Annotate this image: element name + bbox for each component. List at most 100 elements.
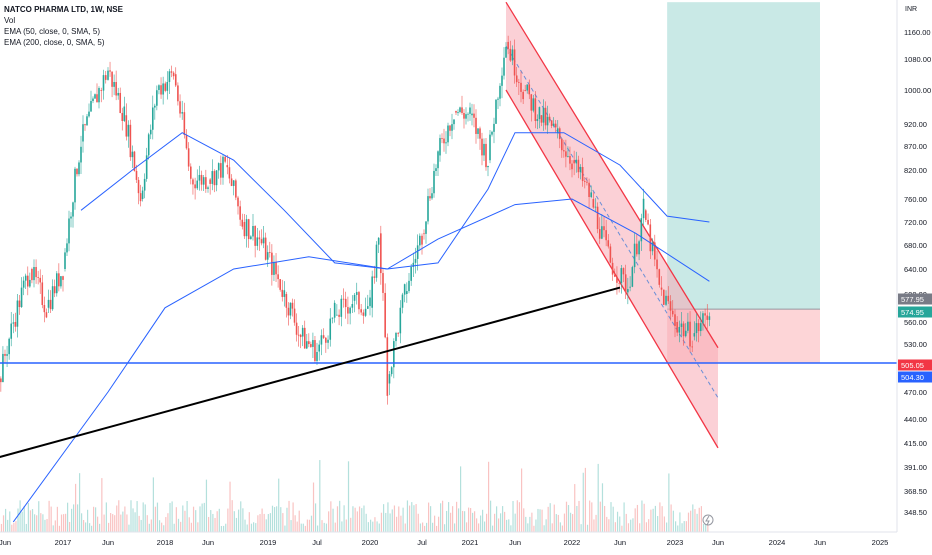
target-zone[interactable] [667,2,820,310]
candle-body [687,321,689,331]
ema50-legend[interactable]: EMA (50, close, 0, SMA, 5) [4,27,101,36]
candle-body [224,156,226,162]
candle-body [174,74,177,86]
lightning-icon[interactable] [702,514,714,526]
channel-median-line[interactable] [505,45,719,399]
candle-body [60,276,62,287]
candle-body [37,277,39,278]
volume-bar [225,523,227,532]
volume-bar [197,522,199,532]
volume-bar [535,519,537,532]
y-tick-label: 920.00 [904,120,927,129]
candle-body [90,101,92,112]
x-tick-label: 2022 [564,538,581,547]
candle-body [314,340,316,361]
volume-bar [128,524,130,532]
volume-bar [271,505,274,532]
volume-bar [630,519,632,532]
x-tick-label: 2021 [462,538,479,547]
volume-bar [417,513,419,532]
candle-body [493,123,495,132]
volume-bar [413,505,415,532]
candle-body [412,262,415,267]
x-tick-label: Jun [0,538,11,547]
candle-body [123,106,126,121]
volume-bar [436,525,438,532]
candle-body [561,139,563,151]
volume-bar [510,525,512,532]
candle-body [104,75,107,80]
volume-bar [294,515,296,532]
candle-body [642,198,645,219]
candle-body [331,317,334,319]
volume-bar [2,515,5,532]
volume-bar [474,511,476,532]
volume-bar [531,512,533,532]
volume-bar [319,460,321,532]
volume-bar [597,463,599,532]
candle-body [320,335,323,345]
candle-body [410,266,412,281]
volume-bar [482,509,484,532]
candle-body [271,252,273,275]
volume-bar [290,520,292,532]
candle-body [53,286,56,294]
candle-body [369,297,371,307]
symbol-title[interactable]: NATCO PHARMA LTD, 1W, NSE [4,5,123,14]
volume-bar [314,503,317,532]
volume-bar [203,502,205,532]
candle-body [457,112,459,113]
candle-body [622,268,625,275]
trendline[interactable] [0,286,621,458]
candle-body [107,70,109,80]
ema200-line[interactable] [12,198,710,523]
candle-body [172,72,175,77]
candle-body [68,218,70,244]
volume-bar [506,519,508,532]
candle-body [243,222,246,237]
volume-bar [54,520,56,532]
volume-legend[interactable]: Vol [4,16,16,25]
candle-body [166,81,169,91]
volume-bar [334,522,336,532]
candle-body [406,291,408,294]
volume-bar [231,500,233,532]
candle-body [113,82,115,87]
candle-body [577,159,580,173]
candle-body [355,292,358,295]
volume-bar [267,514,269,532]
ema200-legend[interactable]: EMA (200, close, 0, SMA, 5) [4,38,105,47]
volume-bar [460,466,462,532]
ema50-line[interactable] [80,132,710,270]
volume-bar [142,502,144,532]
candle-body [360,309,362,313]
candle-body [377,237,380,245]
volume-bar [494,513,496,532]
candle-body [443,138,445,144]
candle-body [266,252,269,260]
volume-bar [339,500,341,532]
y-tick-label: 440.00 [904,415,927,424]
volume-bar [576,505,578,532]
candle-body [481,138,483,156]
candle-body [495,99,497,124]
candle-body [215,170,218,186]
volume-bar [261,508,263,532]
candle-body [477,128,479,134]
volume-bar [341,521,343,532]
candle-body [656,259,658,270]
volume-bar [77,504,79,532]
volume-bar [255,523,257,532]
volume-bar [652,508,654,532]
channel-upper-line[interactable] [505,1,719,349]
candle-body [202,177,205,185]
y-tick-label: 720.00 [904,218,927,227]
candle-body [187,148,190,167]
volume-bar [87,509,89,532]
volume-bar [122,511,124,532]
candle-body [72,202,74,217]
candle-body [565,151,567,157]
candle-body [162,83,164,95]
